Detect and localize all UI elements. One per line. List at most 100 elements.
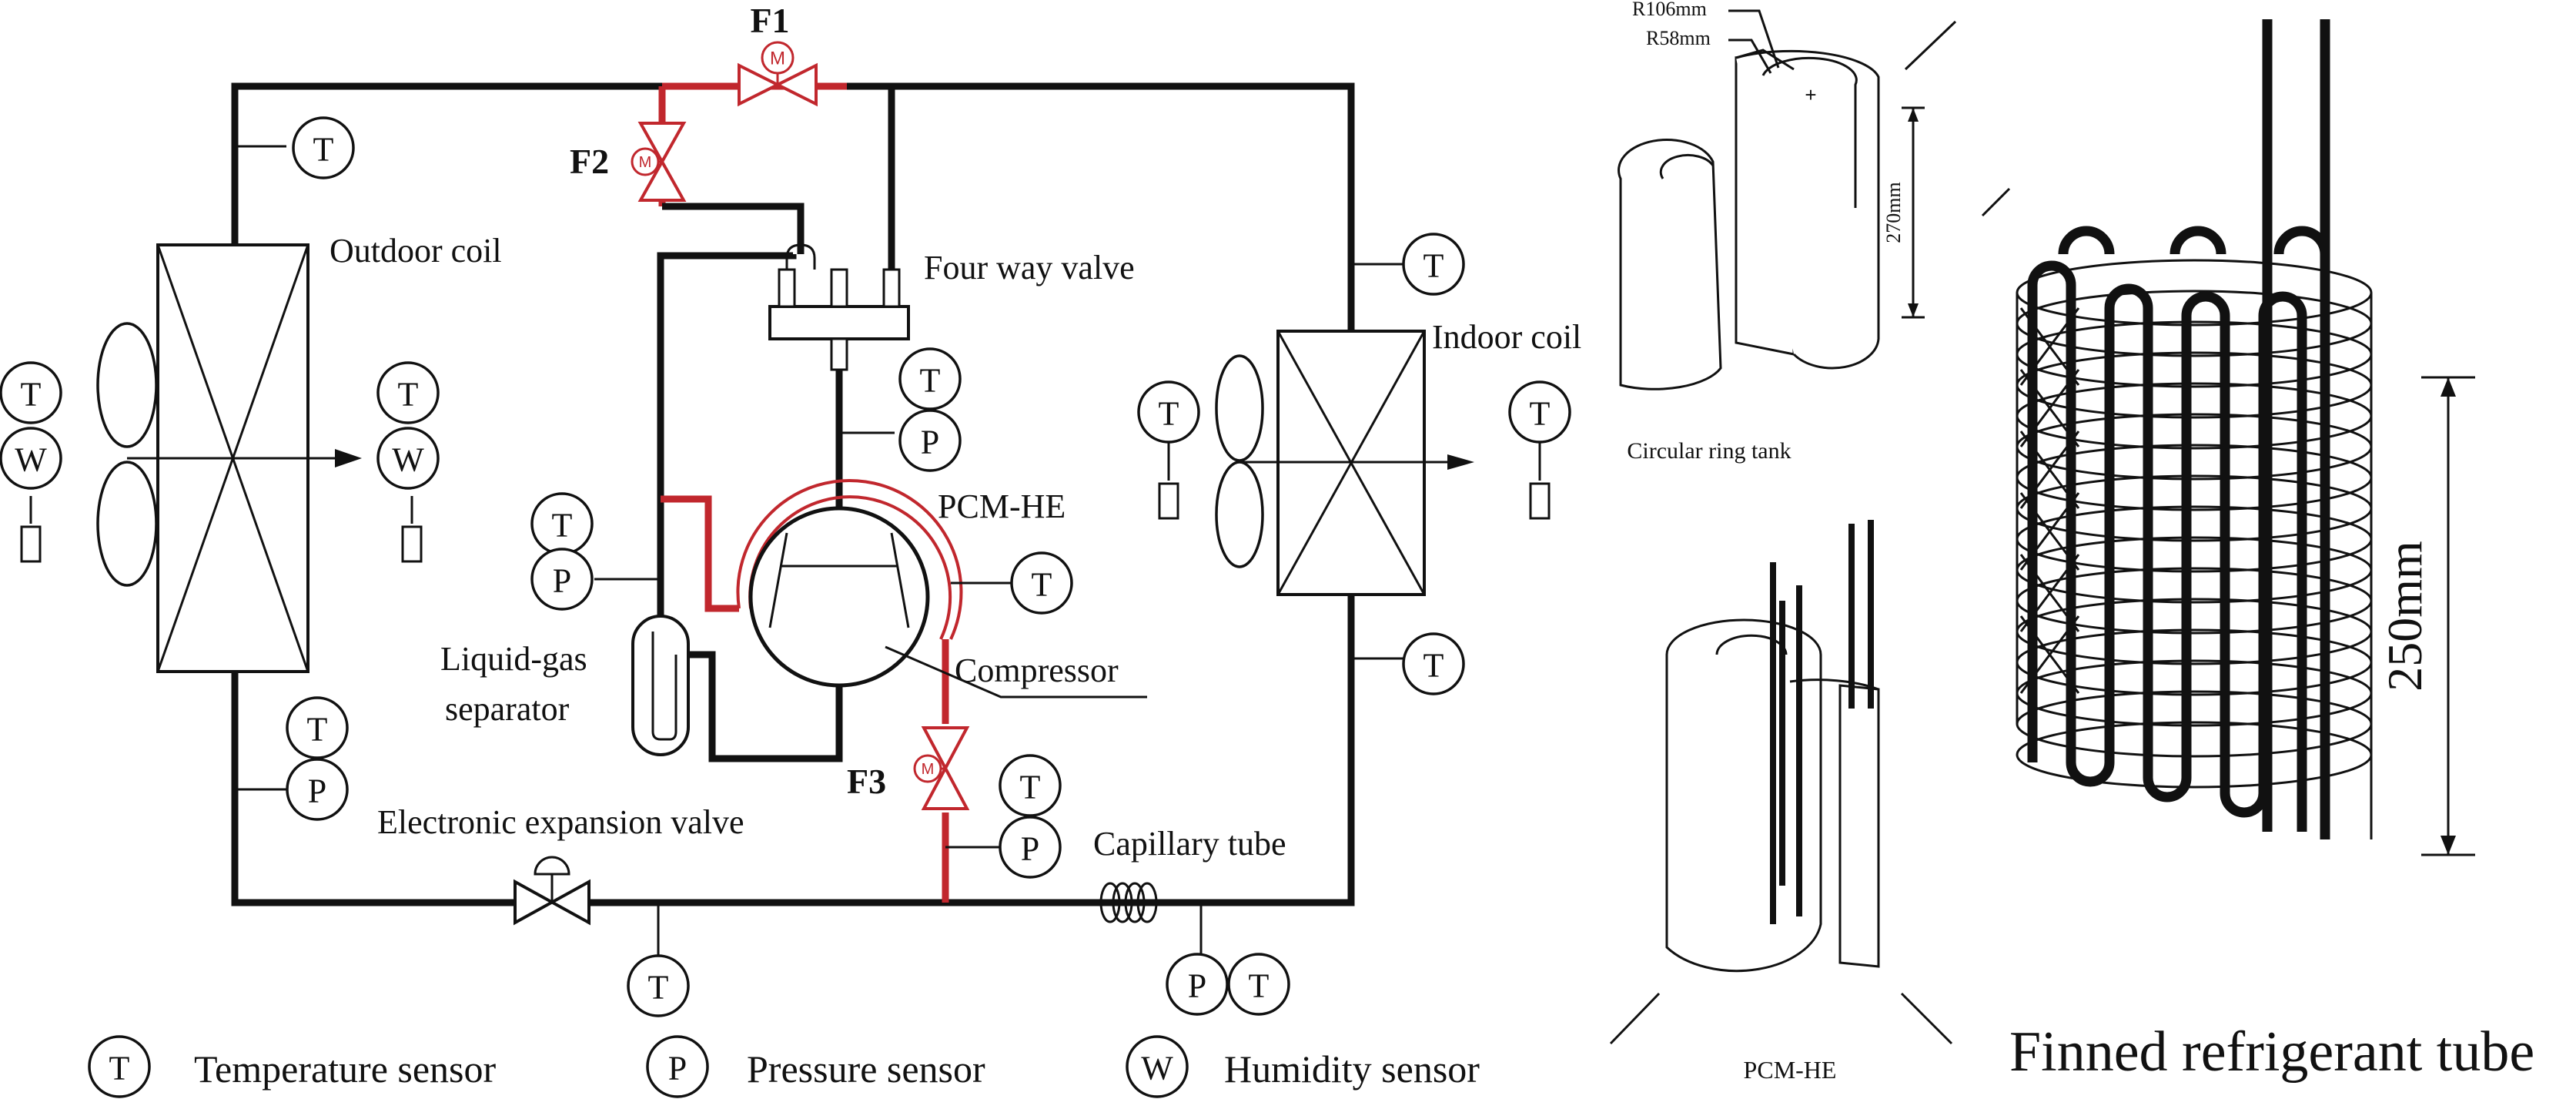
f2-motor-valve: M xyxy=(631,122,687,202)
indoor-outlet-probe xyxy=(1529,482,1551,520)
humidity-sensor: W xyxy=(0,427,62,490)
expansion-valve-label: Electronic expansion valve xyxy=(377,803,744,841)
finned-refrigerant-tube: 250mm Finned refrigerant tube xyxy=(1904,19,2534,1084)
temperature-sensor: T xyxy=(530,492,594,555)
svg-text:T: T xyxy=(1423,647,1444,685)
svg-text:T: T xyxy=(313,131,334,169)
legend-temperature-icon: T xyxy=(88,1035,151,1098)
svg-text:W: W xyxy=(15,441,47,479)
svg-text:P: P xyxy=(553,562,571,600)
legend-pressure-icon: P xyxy=(646,1035,709,1098)
temperature-sensor: T xyxy=(898,347,962,410)
pressure-sensor: P xyxy=(286,758,349,821)
pcm-he-ring xyxy=(736,478,963,640)
legend-pressure-label: Pressure sensor xyxy=(747,1047,985,1091)
tube-height-dim: 250mm xyxy=(2377,541,2432,692)
temperature-sensor: T xyxy=(292,116,355,179)
temperature-sensor: T xyxy=(1508,380,1571,444)
pressure-sensor: P xyxy=(898,409,962,472)
f2-motor-label: M xyxy=(639,154,652,171)
f3-label: F3 xyxy=(847,762,886,801)
temperature-sensor: T xyxy=(1137,380,1200,444)
temperature-sensor: T xyxy=(1010,551,1073,615)
f1-label: F1 xyxy=(750,1,789,40)
svg-text:T: T xyxy=(648,969,669,1007)
temperature-sensor: T xyxy=(1227,953,1290,1016)
pcm-inlet-red-line xyxy=(661,495,739,612)
pcm-he-label: PCM-HE xyxy=(938,488,1066,525)
svg-text:T: T xyxy=(398,376,419,414)
svg-text:T: T xyxy=(920,362,941,400)
pcm-he-assembly: PCM-HE xyxy=(1609,520,1953,1084)
sensor-leaders xyxy=(29,145,1541,955)
svg-text:P: P xyxy=(921,424,939,461)
svg-text:T: T xyxy=(1249,967,1270,1005)
svg-text:P: P xyxy=(1021,830,1039,868)
pressure-sensor: P xyxy=(530,548,594,611)
circular-ring-tank: + 270mm R106mm R58mm Circular ring tank xyxy=(1618,0,1925,464)
svg-text:W: W xyxy=(392,441,424,479)
pcm-he-caption: PCM-HE xyxy=(1744,1056,1837,1084)
temperature-sensor: T xyxy=(0,361,62,424)
temperature-sensor: T xyxy=(286,696,349,759)
refrigerant-loop-outer xyxy=(231,82,1355,906)
svg-text:T: T xyxy=(1423,247,1444,285)
f3-motor-label: M xyxy=(922,761,935,778)
separator-label-line2: separator xyxy=(445,690,570,728)
f1-motor-label: M xyxy=(770,49,785,69)
svg-text:T: T xyxy=(109,1050,130,1087)
outdoor-fan xyxy=(96,322,362,587)
four-way-valve xyxy=(768,243,910,371)
svg-text:P: P xyxy=(1188,967,1206,1005)
svg-text:+: + xyxy=(1805,83,1816,106)
svg-text:T: T xyxy=(1530,395,1551,433)
separator-label-line1: Liquid-gas xyxy=(440,640,587,678)
compressor-label: Compressor xyxy=(955,652,1119,689)
tube-caption: Finned refrigerant tube xyxy=(2009,1020,2534,1084)
legend-humidity-icon: W xyxy=(1126,1035,1189,1098)
f2-label: F2 xyxy=(570,142,609,181)
valve-to-separator-line xyxy=(657,252,797,616)
svg-text:T: T xyxy=(1032,566,1052,604)
svg-text:P: P xyxy=(308,772,326,810)
tank-inner-radius: R58mm xyxy=(1646,27,1711,49)
temperature-sensor: T xyxy=(1402,233,1465,296)
outdoor-outlet-probe xyxy=(401,525,423,563)
pressure-sensor: P xyxy=(999,816,1062,879)
indoor-inlet-probe xyxy=(1158,482,1179,520)
temperature-sensor: T xyxy=(1402,632,1465,695)
tank-caption: Circular ring tank xyxy=(1627,438,1791,464)
humidity-sensor: W xyxy=(376,427,440,490)
tank-height-dim: 270mm xyxy=(1882,182,1905,243)
f2-to-valve-line xyxy=(662,203,805,254)
indoor-coil-label: Indoor coil xyxy=(1432,318,1581,356)
outdoor-coil-label: Outdoor coil xyxy=(330,232,502,270)
legend: T Temperature sensor P Pressure sensor W… xyxy=(88,1035,1480,1098)
temperature-sensor: T xyxy=(627,954,690,1017)
tank-outer-radius: R106mm xyxy=(1632,0,1707,20)
legend-humidity-label: Humidity sensor xyxy=(1224,1047,1480,1091)
legend-temperature-label: Temperature sensor xyxy=(194,1047,497,1091)
temperature-sensor: T xyxy=(376,361,440,424)
svg-text:W: W xyxy=(1141,1050,1173,1087)
compressor xyxy=(748,506,1147,699)
four-way-valve-label: Four way valve xyxy=(924,249,1135,286)
svg-text:T: T xyxy=(1159,395,1179,433)
svg-text:T: T xyxy=(552,507,573,544)
electronic-expansion-valve xyxy=(514,856,590,926)
cycle-schematic: M M M xyxy=(0,1,1581,1098)
f3-motor-valve: M xyxy=(913,726,970,810)
liquid-gas-separator xyxy=(631,615,690,756)
svg-text:T: T xyxy=(1020,769,1041,806)
capillary-tube-coil xyxy=(1095,882,1164,923)
svg-text:T: T xyxy=(307,711,328,749)
f1-motor-valve: M xyxy=(738,41,818,107)
svg-text:T: T xyxy=(21,376,42,414)
capillary-tube-label: Capillary tube xyxy=(1093,825,1286,863)
temperature-sensor: T xyxy=(999,754,1062,817)
svg-text:P: P xyxy=(668,1050,687,1087)
pressure-sensor: P xyxy=(1166,953,1229,1016)
indoor-fan xyxy=(1215,354,1474,568)
outdoor-inlet-probe xyxy=(20,525,42,563)
